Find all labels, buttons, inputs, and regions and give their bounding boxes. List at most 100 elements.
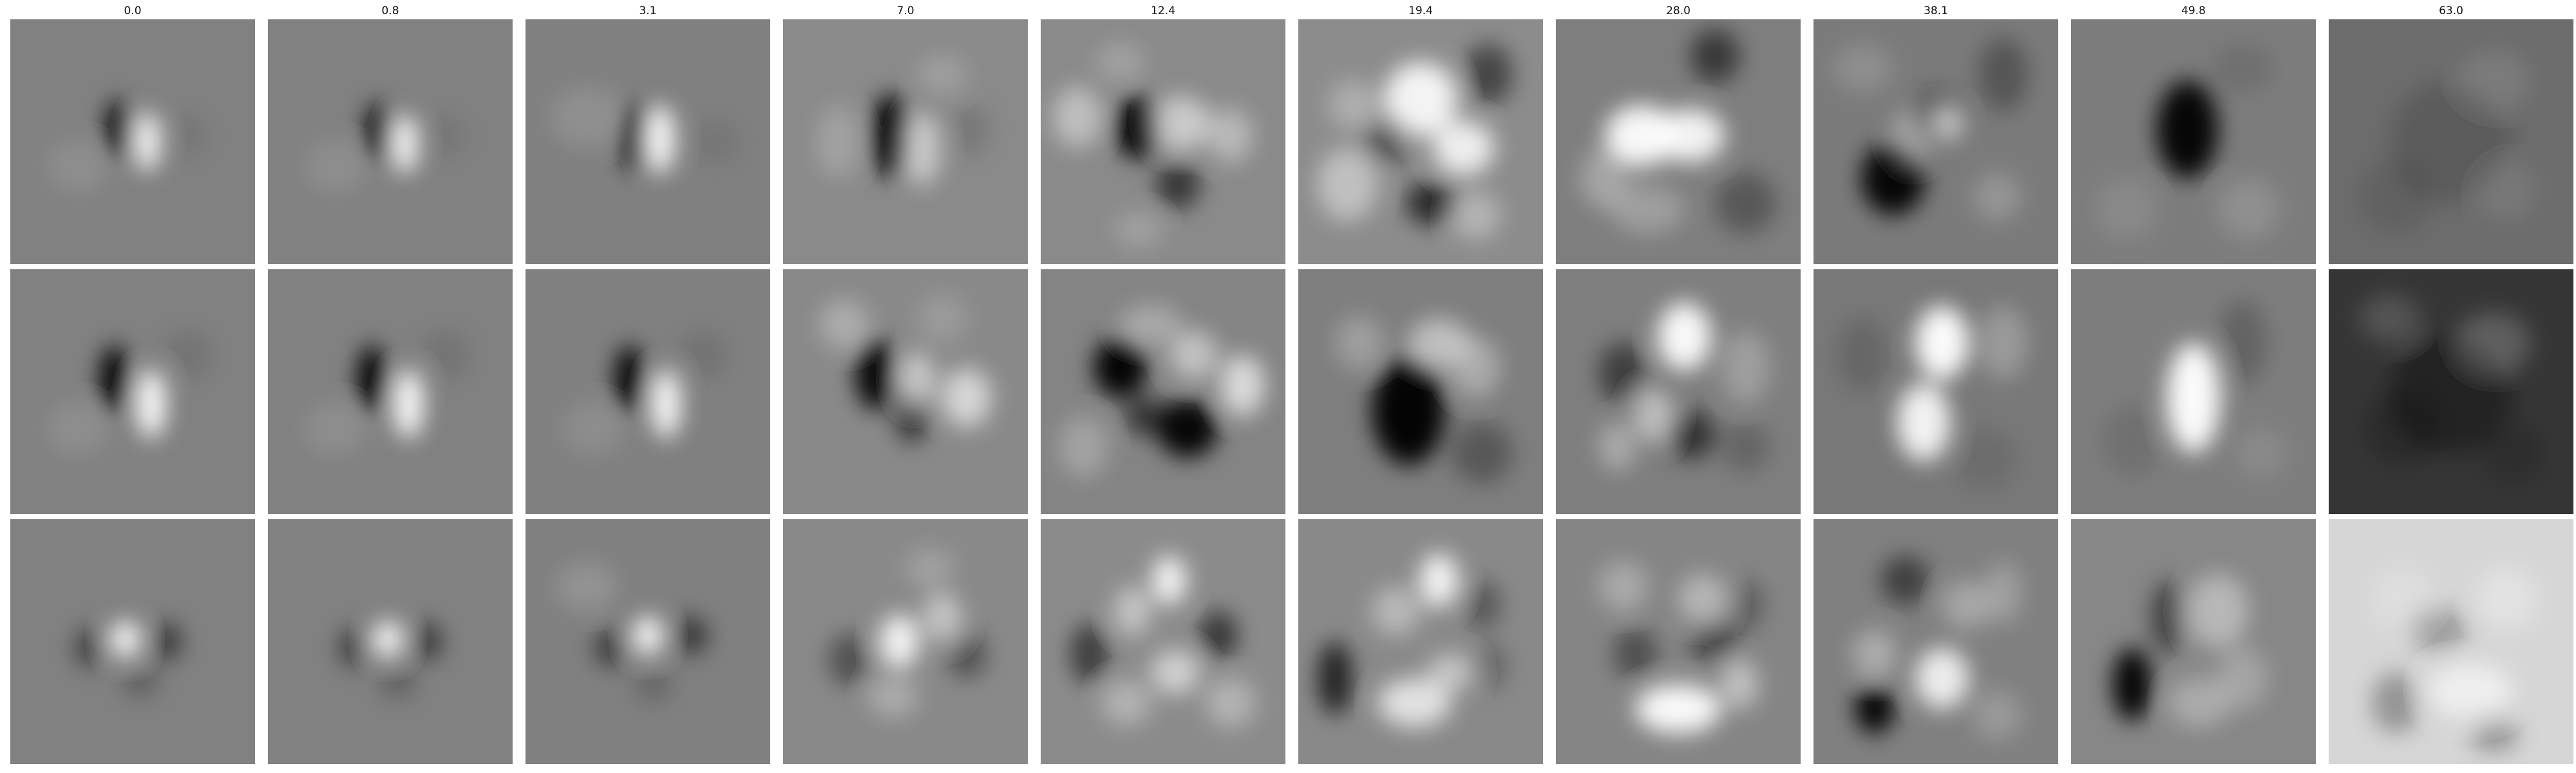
- filter-panel-r2-c9: [2071, 269, 2316, 514]
- intensity-blob-5: [1690, 617, 1739, 666]
- intensity-blob-5: [1715, 172, 1776, 234]
- intensity-blob-2: [1598, 562, 1648, 611]
- intensity-blob-1: [2112, 647, 2152, 721]
- filter-image: [2329, 19, 2573, 264]
- intensity-blob-1: [1419, 553, 1459, 607]
- intensity-blob-3: [947, 629, 987, 678]
- intensity-blob-1: [1915, 306, 1969, 379]
- intensity-blob-5: [1954, 428, 2016, 490]
- intensity-blob-2: [1433, 120, 1494, 175]
- filter-panel-r3-c6: [1298, 519, 1543, 764]
- intensity-blob-6: [1102, 680, 1151, 725]
- filter-panel-r1-c6: [1298, 19, 1543, 264]
- column-title-10: 63.0: [2439, 5, 2463, 17]
- filter-image: [1041, 19, 1285, 264]
- filter-image: [10, 19, 255, 264]
- intensity-blob-4: [159, 113, 209, 158]
- intensity-blob-2: [1157, 399, 1218, 458]
- intensity-blob-5: [1978, 37, 2028, 111]
- intensity-blob-5: [1053, 86, 1102, 148]
- intensity-blob-1: [1372, 355, 1445, 465]
- filter-image: [526, 269, 770, 514]
- intensity-blob-3: [2365, 392, 2439, 465]
- intensity-blob-4: [690, 119, 740, 164]
- intensity-blob-6: [1985, 562, 2022, 624]
- intensity-blob-4: [2236, 428, 2286, 477]
- intensity-blob-6: [1721, 330, 1770, 404]
- panel-background: [1814, 519, 2058, 764]
- intensity-blob-4: [1678, 574, 1727, 624]
- intensity-blob-1: [621, 102, 650, 171]
- panel-background: [268, 19, 513, 264]
- intensity-blob-3: [562, 401, 623, 455]
- intensity-blob-2: [392, 115, 417, 174]
- filter-panel-r3-c2: [268, 519, 513, 764]
- filter-image: [2071, 19, 2316, 264]
- filter-panel-r1-c3: [526, 19, 770, 264]
- intensity-blob-4: [1208, 108, 1253, 163]
- intensity-blob-7: [1095, 43, 1145, 82]
- column-title-8: 38.1: [1924, 5, 1948, 17]
- intensity-blob-4: [1893, 105, 1930, 166]
- intensity-blob-1: [1093, 336, 1148, 398]
- filter-image: [1814, 19, 2058, 264]
- filter-image: [2071, 269, 2316, 514]
- intensity-blob-3: [1690, 29, 1739, 83]
- panel-background: [10, 19, 255, 264]
- intensity-blob-4: [816, 105, 860, 178]
- intensity-blob-5: [1451, 422, 1513, 484]
- intensity-blob-2: [412, 622, 442, 662]
- intensity-blob-2: [651, 369, 681, 439]
- filter-panel-r1-c4: [783, 19, 1028, 264]
- intensity-blob-5: [2218, 647, 2267, 709]
- column-title-5: 12.4: [1151, 5, 1175, 17]
- filter-image: [1298, 519, 1543, 764]
- intensity-blob-3: [1880, 556, 1930, 605]
- filter-image: [268, 269, 513, 514]
- intensity-blob-2: [2457, 50, 2531, 111]
- intensity-blob-2: [1897, 383, 1951, 462]
- intensity-blob-1: [1605, 105, 1678, 166]
- filter-panel-r2-c5: [1041, 269, 1285, 514]
- intensity-blob-2: [2218, 300, 2267, 386]
- intensity-blob-2: [135, 112, 160, 171]
- intensity-blob-4: [1406, 180, 1460, 225]
- intensity-blob-3: [900, 352, 935, 406]
- intensity-blob-2: [645, 105, 675, 174]
- filter-panel-r3-c7: [1556, 519, 1801, 764]
- column-title-6: 19.4: [1408, 5, 1433, 17]
- intensity-blob-7: [1721, 422, 1770, 472]
- filter-panel-r2-c3: [526, 269, 770, 514]
- intensity-blob-3: [1451, 336, 1501, 398]
- filter-panel-r1-c9: [2071, 19, 2316, 264]
- filter-image: [10, 269, 255, 514]
- intensity-blob-7: [1727, 580, 1764, 629]
- intensity-blob-1: [99, 345, 129, 414]
- intensity-blob-2: [2457, 312, 2531, 374]
- intensity-blob-5: [1220, 355, 1265, 416]
- filter-image: [2329, 269, 2573, 514]
- panel-background: [2071, 519, 2316, 764]
- filter-image: [2329, 519, 2573, 764]
- filter-panel-r2-c7: [1556, 269, 1801, 514]
- intensity-blob-2: [1656, 108, 1725, 163]
- intensity-blob-3: [2101, 404, 2163, 477]
- intensity-blob-3: [1151, 650, 1200, 694]
- intensity-blob-3: [75, 628, 105, 667]
- filter-panel-r1-c1: [10, 19, 255, 264]
- intensity-blob-2: [2150, 580, 2188, 654]
- filter-image: [268, 519, 513, 764]
- intensity-blob-5: [2481, 422, 2543, 484]
- intensity-blob-8: [1451, 191, 1501, 240]
- intensity-blob-2: [1598, 343, 1648, 404]
- intensity-blob-4: [121, 663, 158, 698]
- intensity-blob-5: [2469, 715, 2519, 752]
- intensity-blob-7: [1468, 642, 1508, 691]
- column-title-9: 49.8: [2181, 5, 2206, 17]
- intensity-blob-4: [1169, 330, 1218, 379]
- intensity-blob-4: [1335, 316, 1384, 370]
- intensity-blob-3: [594, 628, 629, 667]
- filter-panel-r3-c1: [10, 519, 255, 764]
- intensity-blob-4: [2476, 160, 2537, 222]
- intensity-blob-5: [556, 562, 618, 611]
